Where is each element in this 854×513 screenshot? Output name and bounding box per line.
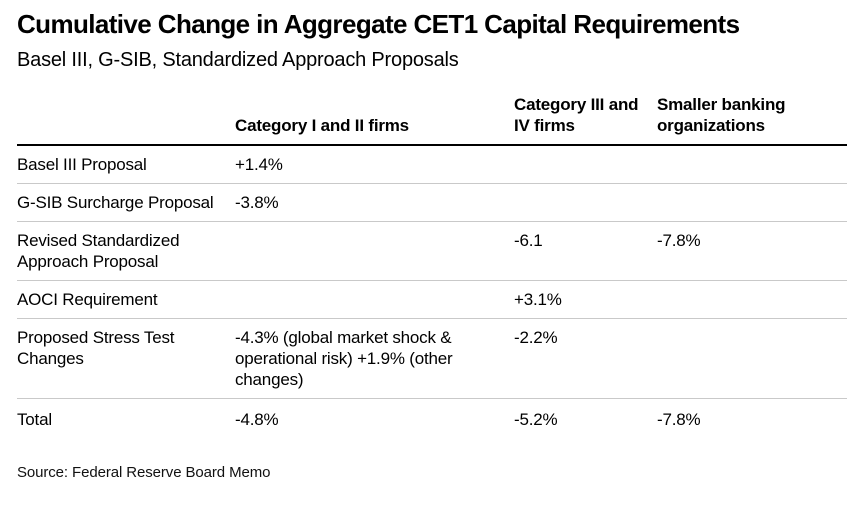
table-cell	[657, 280, 847, 319]
table-cell: -7.8%	[657, 398, 847, 443]
table-cell: -6.1	[514, 221, 657, 281]
table-cell	[235, 221, 514, 281]
table-cell	[657, 318, 847, 399]
table-cell: +1.4%	[235, 155, 283, 175]
table-cell: -5.2%	[514, 398, 657, 443]
table-cell: -4.3% (global market shock & operational…	[235, 318, 514, 399]
table-cell	[657, 145, 847, 184]
row-label: Proposed Stress Test Changes	[17, 318, 235, 399]
column-header-smaller-banks-text: Smaller banking organizations	[657, 95, 786, 136]
column-header-empty	[17, 72, 235, 147]
table-cell: -4.8%	[235, 398, 514, 443]
table-row: Revised Standardized Approach Proposal -…	[17, 221, 847, 281]
row-label: G-SIB Surcharge Proposal	[17, 183, 235, 222]
column-header-category-3-4: Category III and IV firms	[514, 72, 657, 147]
table-row-total: Total -4.8% -5.2% -7.8%	[17, 398, 847, 443]
table-cell: -7.8%	[657, 221, 847, 281]
table-cell: -3.8%	[235, 183, 514, 222]
table-row: G-SIB Surcharge Proposal -3.8%	[17, 183, 847, 222]
table-row: AOCI Requirement +3.1%	[17, 280, 847, 319]
table-cell	[235, 280, 514, 319]
page-subtitle: Basel III, G-SIB, Standardized Approach …	[17, 49, 459, 72]
table-cell: -2.2%	[514, 318, 657, 399]
table-row: Basel III Proposal +1.4%	[17, 145, 847, 184]
row-label: AOCI Requirement	[17, 280, 235, 319]
table-cell	[514, 183, 657, 222]
table-cell	[514, 145, 657, 184]
column-header-category-3-4-text: Category III and IV firms	[514, 95, 639, 136]
table-cell: +3.1%	[514, 280, 657, 319]
table-row: Proposed Stress Test Changes -4.3% (glob…	[17, 318, 847, 399]
row-label: Revised Standardized Approach Proposal	[17, 221, 235, 281]
column-header-category-1-2: Category I and II firms	[235, 72, 514, 147]
table-header-row: Category I and II firms Category III and…	[17, 72, 847, 147]
cet1-requirements-table: Category I and II firms Category III and…	[17, 72, 847, 443]
table-cell	[657, 183, 847, 222]
column-header-smaller-banks: Smaller banking organizations	[657, 72, 847, 147]
page-title: Cumulative Change in Aggregate CET1 Capi…	[17, 9, 740, 39]
row-label: Total	[17, 398, 235, 443]
source-note: Source: Federal Reserve Board Memo	[17, 464, 271, 482]
row-label: Basel III Proposal	[17, 155, 147, 175]
